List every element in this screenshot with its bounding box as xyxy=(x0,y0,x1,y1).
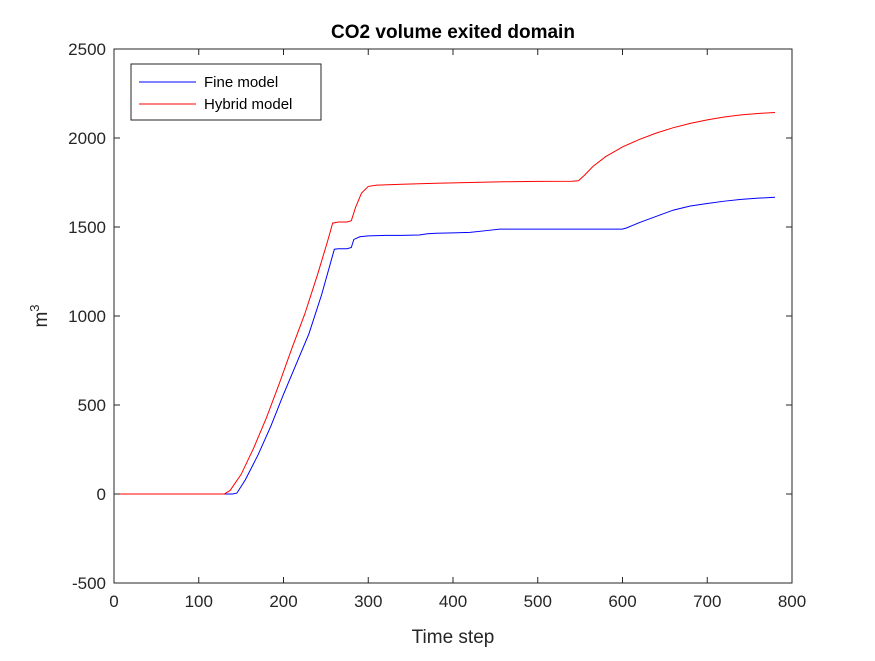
legend-label-hybrid-model: Hybrid model xyxy=(204,96,292,113)
x-tick-label: 0 xyxy=(109,592,118,611)
plot-area xyxy=(114,49,792,583)
y-axis-ticks: -500 0 500 1000 1500 2000 2500 xyxy=(68,40,792,593)
x-tick-label: 300 xyxy=(354,592,382,611)
x-axis-label: Time step xyxy=(412,627,495,648)
x-tick-label: 700 xyxy=(693,592,721,611)
y-tick-label: 0 xyxy=(97,485,106,504)
chart-title: CO2 volume exited domain xyxy=(331,22,575,43)
x-tick-label: 500 xyxy=(524,592,552,611)
y-axis-label: m3 xyxy=(27,304,52,327)
legend-label-fine-model: Fine model xyxy=(204,74,278,91)
x-axis-ticks: 0 100 200 300 400 500 600 700 800 xyxy=(109,49,806,611)
y-tick-label: 1000 xyxy=(68,307,106,326)
y-axis-label-base: m xyxy=(31,312,52,328)
x-tick-label: 100 xyxy=(185,592,213,611)
y-tick-label: 2500 xyxy=(68,40,106,59)
x-tick-label: 200 xyxy=(269,592,297,611)
y-tick-label: 1500 xyxy=(68,218,106,237)
x-tick-label: 800 xyxy=(778,592,806,611)
y-axis-label-superscript: 3 xyxy=(27,304,42,311)
series-layer xyxy=(114,112,776,495)
x-tick-label: 400 xyxy=(439,592,467,611)
series-line-hybrid-model xyxy=(114,112,776,495)
y-tick-label: -500 xyxy=(72,574,106,593)
legend: Fine model Hybrid model xyxy=(130,63,322,121)
y-tick-label: 500 xyxy=(78,396,106,415)
legend-box xyxy=(130,63,322,121)
y-tick-label: 2000 xyxy=(68,129,106,148)
x-tick-label: 600 xyxy=(608,592,636,611)
series-line-fine-model xyxy=(114,196,776,495)
